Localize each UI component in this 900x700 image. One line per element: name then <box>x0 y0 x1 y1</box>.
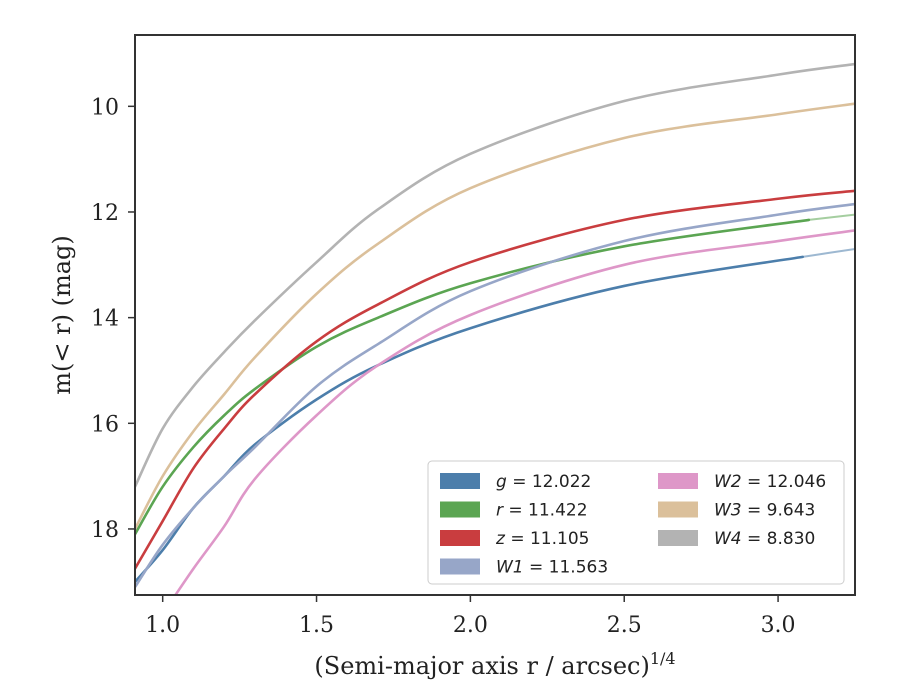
x-axis-title: (Semi-major axis r / arcsec)1/4 <box>314 649 675 680</box>
legend-label-r: r = 11.422 <box>496 501 588 521</box>
x-tick-label: 1.5 <box>299 613 334 638</box>
series-w3-line <box>135 102 855 531</box>
x-tick-label: 1.0 <box>145 613 180 638</box>
x-tick-label: 2.0 <box>453 613 488 638</box>
legend-swatch-z <box>440 530 480 546</box>
legend-box <box>427 460 845 585</box>
x-axis: 1.0 1.5 2.0 2.5 3.0 <box>145 595 796 638</box>
series-r-line <box>135 218 811 536</box>
series-z-line <box>135 189 855 570</box>
legend-label-w1: W1 = 11.563 <box>496 558 608 578</box>
legend-label-z: z = 11.105 <box>495 529 589 549</box>
x-tick-label: 3.0 <box>761 613 796 638</box>
x-axis-label: (Semi-major axis r / arcsec) <box>314 652 649 680</box>
legend-swatch-w4 <box>658 530 698 546</box>
y-axis: 10 12 14 16 18 <box>91 95 135 543</box>
legend-swatch-r <box>440 501 480 518</box>
x-tick-label: 2.5 <box>607 613 642 638</box>
y-tick-label: 14 <box>91 307 119 332</box>
legend-swatch-w3 <box>658 501 698 518</box>
legend-swatch-w1 <box>440 558 480 575</box>
legend-swatch-g <box>440 473 480 489</box>
y-axis-title: m(< r) (mag) <box>48 235 76 394</box>
series-r-extension <box>807 213 855 221</box>
y-tick-label: 18 <box>91 518 119 543</box>
legend-swatch-w2 <box>658 473 698 489</box>
series-w4-line <box>135 62 855 488</box>
series-g-extension <box>801 247 855 258</box>
legend-label-w2: W2 = 12.046 <box>714 472 826 492</box>
legend-label-w3: W3 = 9.643 <box>714 501 815 521</box>
series-w1-line <box>135 202 855 589</box>
y-tick-label: 10 <box>91 95 119 120</box>
y-tick-label: 16 <box>91 412 119 437</box>
y-tick-label: 12 <box>91 201 119 226</box>
legend: g = 12.022 r = 11.422 z = 11.105 W1 = 11.56… <box>427 460 845 585</box>
plot-frame <box>134 34 856 596</box>
legend-label-w4: W4 = 8.830 <box>714 529 815 549</box>
series-layer <box>135 62 855 595</box>
x-axis-label-superscript: 1/4 <box>650 649 676 668</box>
series-w2-line <box>173 229 855 595</box>
legend-label-g: g = 12.022 <box>496 472 591 492</box>
